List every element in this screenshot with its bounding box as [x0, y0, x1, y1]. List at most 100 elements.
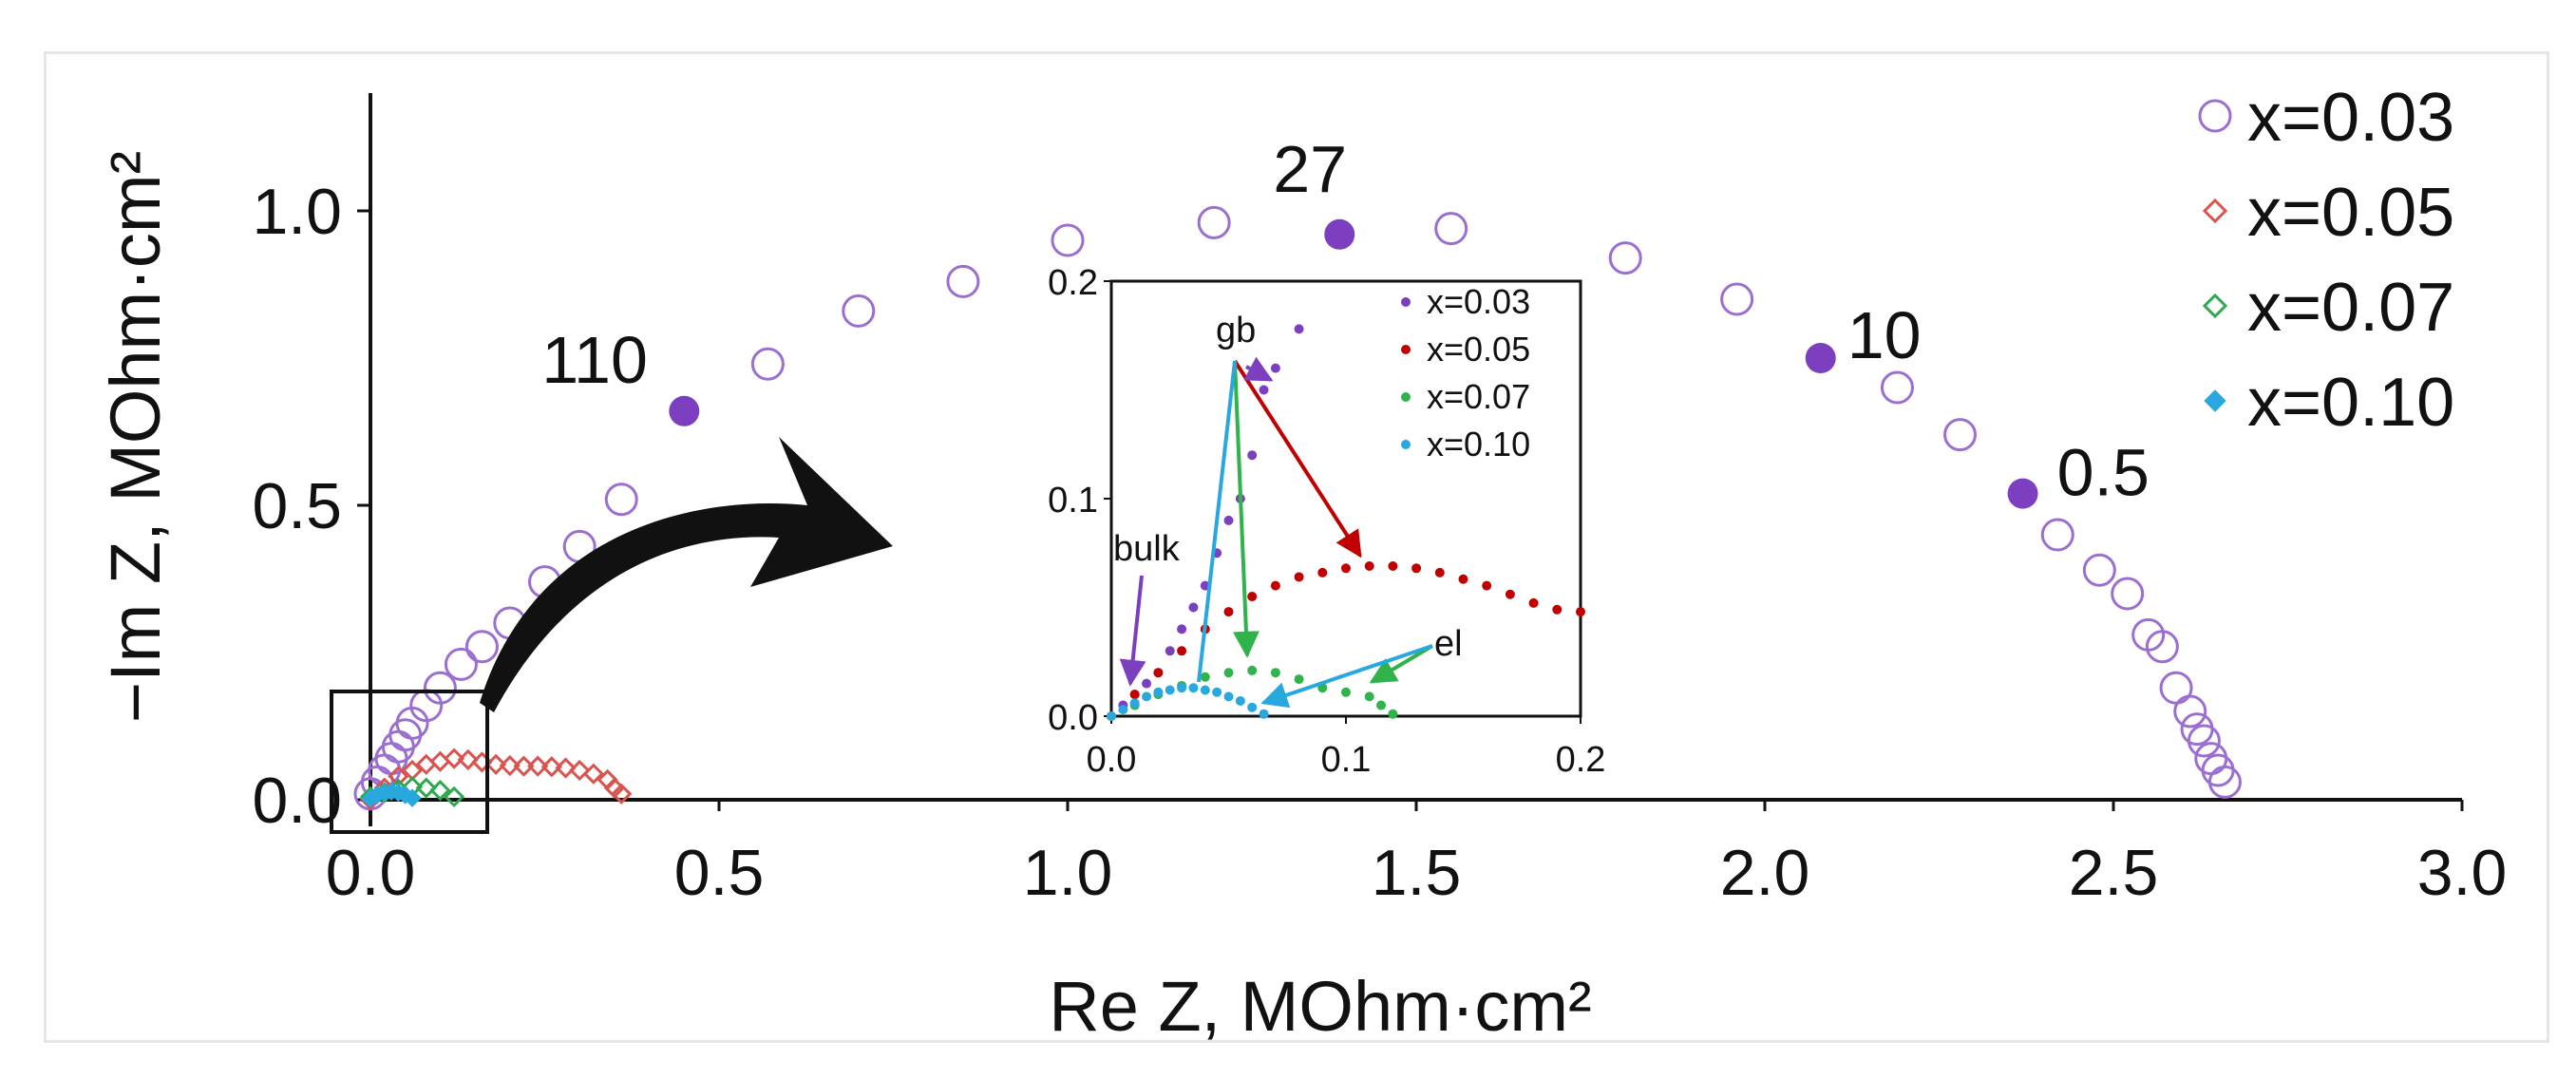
frequency-label: 0.5 — [2057, 436, 2150, 510]
data-point — [555, 757, 577, 779]
inset-data-point — [1153, 668, 1164, 678]
x-tick-label: 1.0 — [1023, 837, 1113, 909]
inset-legend-marker — [1401, 440, 1411, 449]
inset-data-point — [1505, 589, 1515, 599]
inset-data-point — [1165, 646, 1175, 656]
inset-data-point — [1107, 711, 1116, 721]
inset-data-point — [1142, 691, 1152, 702]
inset-data-point — [1223, 607, 1234, 617]
legend-label: x=0.07 — [2247, 270, 2454, 346]
legend-marker — [2202, 198, 2228, 224]
inset-data-point — [1235, 695, 1245, 706]
data-point — [2145, 630, 2179, 664]
x-axis-title: Re Z, MOhm·cm² — [1049, 967, 1591, 1046]
inset-y-tick-label: 0.1 — [1048, 481, 1098, 521]
el-arrow-green — [1369, 644, 1434, 684]
y-tick-label: 0.0 — [252, 765, 342, 837]
main-series-layer — [353, 205, 2242, 811]
gb-arrow-red — [1233, 359, 1362, 558]
data-point — [2159, 671, 2193, 705]
inset-legend-marker — [1401, 297, 1411, 307]
inset-data-point — [1177, 624, 1187, 634]
data-point — [403, 788, 422, 807]
x-tick-label: 0.5 — [674, 837, 765, 909]
data-point — [842, 293, 876, 328]
inset-data-point — [1223, 515, 1234, 525]
data-point — [513, 755, 535, 777]
inset-data-point — [1552, 604, 1563, 615]
inset-data-point — [1200, 685, 1210, 695]
x-tick-label: 3.0 — [2417, 837, 2508, 909]
inset-data-point — [1118, 705, 1128, 715]
inset-legend-label: x=0.07 — [1427, 377, 1530, 416]
legend-label: x=0.05 — [2247, 175, 2454, 251]
data-point — [1880, 370, 1914, 405]
inset-data-point — [1434, 567, 1445, 577]
data-point — [429, 750, 451, 772]
data-point — [429, 779, 451, 802]
inset-data-point — [1482, 580, 1492, 591]
x-tick-label: 2.0 — [1720, 837, 1810, 909]
inset-data-point — [1247, 450, 1258, 461]
data-point — [374, 742, 408, 776]
frequency-label: 27 — [1273, 132, 1347, 206]
data-point — [611, 783, 633, 805]
highlighted-point — [2007, 478, 2038, 509]
inset-legend-marker — [1401, 345, 1411, 354]
inset-data-point — [1129, 698, 1140, 709]
data-point — [2201, 753, 2235, 787]
inset-data-point — [1212, 687, 1222, 697]
inset-legend-label: x=0.05 — [1427, 330, 1530, 369]
data-point — [604, 483, 638, 517]
data-point — [444, 647, 478, 681]
inset-data-point — [1576, 607, 1585, 617]
inset-data-point — [1317, 567, 1328, 577]
data-point — [2207, 765, 2242, 799]
data-point — [443, 786, 465, 808]
inset-data-point — [1341, 687, 1351, 697]
inset-data-point — [1188, 602, 1199, 613]
inset-data-point — [1188, 683, 1199, 693]
inset-data-point — [1341, 563, 1351, 574]
gb-arrow-green — [1232, 360, 1260, 658]
data-point — [2082, 553, 2116, 587]
inset-data-point — [1388, 709, 1398, 719]
legend-label: x=0.03 — [2247, 80, 2454, 156]
inset-data-point — [1142, 678, 1152, 689]
data-point — [540, 756, 562, 778]
inset-data-point — [1259, 709, 1269, 719]
data-point — [457, 748, 479, 770]
inset-plot: 0.0 0.1 0.2 0.0 0.1 0.2 x=0.03 x=0.05 x=0.07 x=0.… — [1048, 263, 1605, 780]
legend-marker — [2202, 293, 2228, 319]
y-axis-title: −Im Z, MOhm·cm² — [96, 151, 175, 723]
inset-data-point — [1411, 563, 1422, 574]
inset-data-point — [1294, 572, 1304, 582]
inset-data-point — [1223, 668, 1234, 678]
data-point — [569, 759, 591, 782]
frequency-label: 110 — [541, 323, 648, 397]
data-point — [443, 748, 465, 769]
data-point — [1720, 282, 1754, 316]
inset-legend-label: x=0.10 — [1427, 425, 1530, 464]
data-point — [1051, 223, 1085, 257]
data-point — [423, 671, 457, 705]
data-point — [1197, 205, 1231, 239]
data-point — [946, 264, 980, 298]
annotation-bulk: bulk — [1113, 529, 1181, 569]
data-point — [464, 630, 499, 664]
data-point — [2180, 712, 2214, 747]
inset-data-point — [1165, 685, 1175, 695]
inset-data-point — [1259, 385, 1269, 395]
annotation-gb: gb — [1216, 311, 1256, 350]
data-point — [582, 763, 605, 785]
data-point — [1434, 212, 1468, 246]
data-point — [484, 753, 507, 775]
gb-line-blue — [1197, 360, 1237, 683]
inset-data-point — [1247, 592, 1258, 602]
legend: x=0.03 x=0.05 x=0.07 x=0.10 — [2198, 80, 2454, 441]
data-point — [2040, 518, 2074, 552]
inset-data-point — [1528, 597, 1539, 608]
x-tick-label: 1.5 — [1372, 837, 1462, 909]
data-point — [388, 718, 423, 752]
inset-data-point — [1376, 700, 1387, 710]
